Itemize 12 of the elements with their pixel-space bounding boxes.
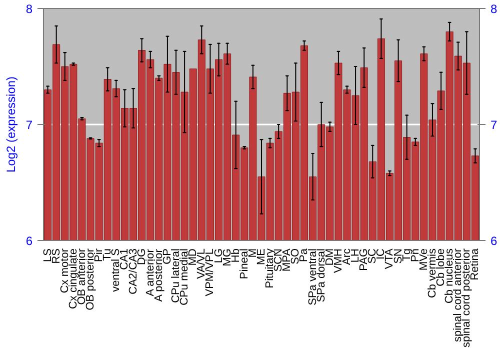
x-tick-label: A posterior: [152, 248, 165, 302]
y-tick-label: 8: [26, 2, 33, 16]
x-tick-label: Retina: [469, 248, 482, 280]
y-tick-label: 6: [26, 234, 33, 248]
x-tick-label: RS: [50, 248, 62, 264]
x-tick-label: Tg: [400, 248, 413, 262]
x-tick-label: OB posterior: [84, 248, 97, 310]
y-tick-label: 7: [26, 118, 33, 132]
y2-tick-label: 8: [490, 2, 498, 16]
y-axis-title: Log2 (expression): [4, 76, 18, 173]
y2-tick-label: 6: [490, 234, 498, 248]
y2-tick-label: 7: [490, 118, 498, 132]
